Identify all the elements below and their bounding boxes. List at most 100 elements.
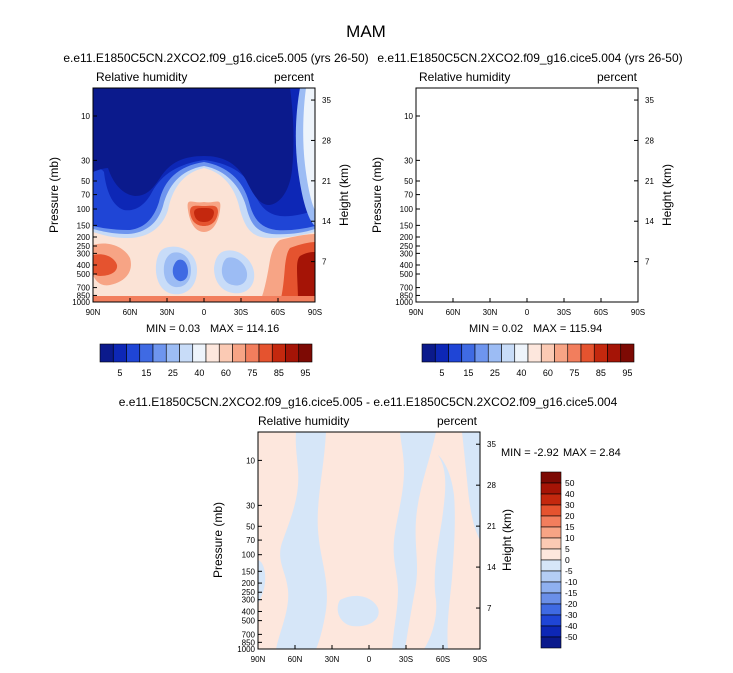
p2-xtick-label: 60N [446,308,461,317]
p2-colorbar-label: 60 [543,368,553,378]
p1-colorbar-label: 85 [274,368,284,378]
p3-colorbar-swatch [540,614,562,627]
panel-2-right-label: percent [597,70,638,84]
p2-ytick-label: 10 [404,112,413,121]
p3-ytick-label: 30 [246,501,255,510]
panel-2-contour-upper-1 [416,88,638,238]
panel-2-contour-upper-2 [416,88,638,234]
p2-colorbar-swatch [474,343,489,363]
panel-2-contour-tropopause-1 [511,202,544,233]
p2-ytick-label: 500 [400,270,414,279]
p1-colorbar-swatch [205,343,220,363]
p1-colorbar-swatch [179,343,194,363]
panel-3-right-label: percent [437,414,478,428]
p1-ytick-label: 70 [81,191,90,200]
p2-colorbar-swatch [620,343,635,363]
panel-3-min: MIN = -2.92 [501,447,559,459]
panel-2-ylabel: Pressure (mb) [370,157,384,233]
p2-xtick-label: 90N [409,308,424,317]
p2-colorbar-label: 40 [516,368,526,378]
panel-1-right-label: percent [274,70,315,84]
p3-colorbar-swatch [540,603,562,616]
p3-xtick-label: 60S [436,655,450,664]
p1-xtick-label: 90N [86,308,101,317]
p1-colorbar-swatch [232,343,247,363]
p3-colorbar-label: -30 [565,610,578,620]
p2-ytick-label: 150 [400,221,414,230]
p2-colorbar-swatch [421,343,436,363]
p2-colorbar-swatch [514,343,529,363]
panel-2-frame [415,87,639,303]
p2-colorbar-label: 5 [439,368,444,378]
p3-colorbar-label: 50 [565,478,575,488]
p3-ytick-label: 100 [242,551,256,560]
p2-colorbar-swatch [527,343,542,363]
p3-colorbar-label: -15 [565,588,578,598]
p1-ytick-label: 50 [81,177,90,186]
p2-xtick-label: 0 [525,308,530,317]
p1-colorbar-swatch [271,343,286,363]
p1-colorbar-swatch [192,343,207,363]
panel-3-ylabel: Pressure (mb) [211,502,225,578]
panel-2-contour-lower-3 [479,247,520,295]
panel-2-contour-tropopause-2 [513,206,541,226]
panel-1-contour-tropopause-3 [194,208,214,222]
p3-colorbar-swatch [540,548,562,561]
p2-xtick-label: 90S [631,308,645,317]
p1-ytick-label: 500 [77,270,91,279]
panel-2: e.e11.E1850C5CN.2XCO2.f09_g16.cice5.004 … [370,51,683,378]
panel-1-y2label: Height (km) [337,164,351,226]
p3-colorbar-label: 30 [565,500,575,510]
p3-colorbar-label: -50 [565,632,578,642]
p3-y2tick-label: 21 [487,522,496,531]
panel-1-contour-lower-10 [297,252,315,300]
p3-ytick-label: 10 [246,456,255,465]
panel-2-background-fill [416,88,638,302]
p1-colorbar-label: 5 [117,368,122,378]
p3-colorbar-label: -10 [565,577,578,587]
p3-y2tick-label: 28 [487,481,496,490]
p3-colorbar-label: -40 [565,621,578,631]
p3-colorbar-swatch [540,471,562,484]
p3-ytick-label: 250 [242,588,256,597]
p2-colorbar-swatch [593,343,608,363]
panel-2-axes: 90N 60N 30N 0 30S 60S 90S 10 30 50 70 100 150 200250… [395,96,654,317]
panel-2-contour-lower-1 [416,243,454,285]
panel-2-y2label: Height (km) [660,164,674,226]
p3-colorbar-swatch [540,493,562,506]
panel-2-contour-lower-9 [603,242,638,302]
panel-2-colorbar: 5 15 25 40 60 75 85 95 [421,343,635,378]
p2-colorbar-swatch [448,343,463,363]
p1-y2tick-label: 14 [322,217,331,226]
p3-ytick-label: 850 [242,638,256,647]
p3-colorbar-swatch [540,504,562,517]
p1-colorbar-swatch [99,343,114,363]
p3-colorbar-label: 20 [565,511,575,521]
panel-1-title: e.e11.E1850C5CN.2XCO2.f09_g16.cice5.005 … [63,51,368,65]
p3-xtick-label: 30N [325,655,340,664]
p2-colorbar-swatch [607,343,622,363]
p1-colorbar-swatch [112,343,127,363]
panel-2-contour-upper-5 [416,88,616,205]
p3-ytick-label: 700 [242,630,256,639]
panel-1-contour-pole-2 [303,88,315,210]
panel-3-contour-negative-1 [276,432,327,649]
p2-y2tick-label: 14 [645,217,654,226]
panel-1-contour-lower-5 [172,259,188,282]
p2-colorbar-swatch [434,343,449,363]
panel-2-contour-tropopause-3 [517,208,537,222]
p3-colorbar-label: -20 [565,599,578,609]
panel-2-contour-lower-7 [545,257,570,285]
p2-colorbar-swatch [501,343,516,363]
p3-ytick-label: 200 [242,579,256,588]
p2-ytick-label: 30 [404,156,413,165]
p3-ytick-label: 50 [246,522,255,531]
p2-y2tick-label: 7 [645,258,650,267]
panel-2-max: MAX = 115.94 [533,323,602,335]
p1-ytick-label: 250 [77,242,91,251]
panel-2-contour-pole-2 [626,88,638,210]
p1-colorbar-swatch [139,343,154,363]
p1-ytick-label: 400 [77,261,91,270]
panel-3-field [258,432,480,649]
